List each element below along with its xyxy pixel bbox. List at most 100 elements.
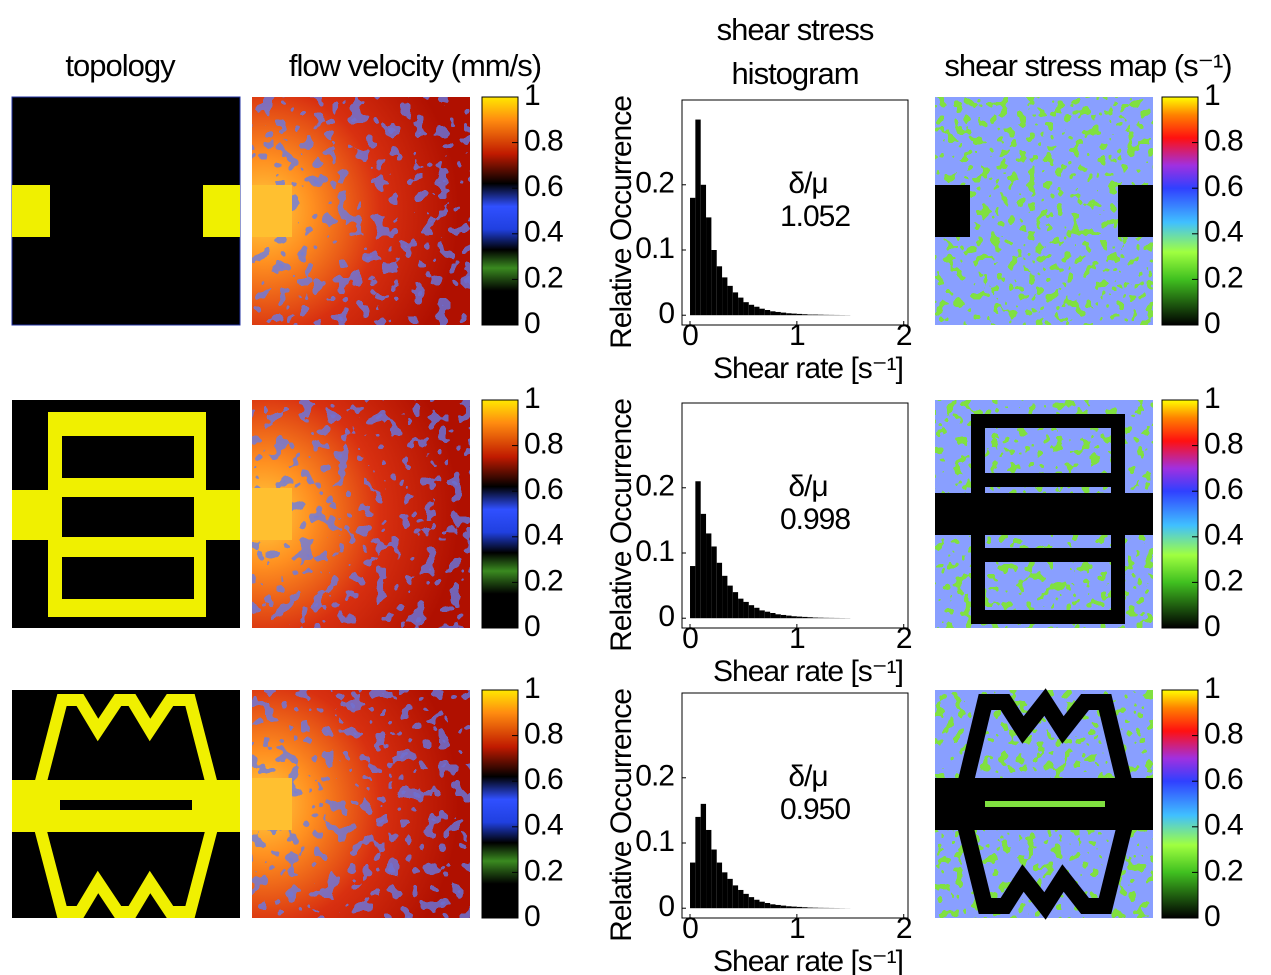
bar [765,612,770,619]
y-tick-label: 0 [658,297,674,330]
bar [818,618,823,619]
bar [695,817,700,908]
x-tick-label: 2 [896,622,912,655]
x-axis-label: Shear rate [s⁻¹] [713,655,903,688]
colorbar-tick-label: 0 [524,610,540,643]
bar [781,906,786,909]
colorbar-tick-label: 0.6 [524,763,563,796]
annotation-value: 0.950 [780,793,850,826]
bar [717,563,722,618]
topology-c [12,690,240,918]
colorbar-tick-label: 0.6 [1204,473,1243,506]
bar [792,907,797,909]
bar [722,576,727,618]
annotation-value: 1.052 [780,200,850,233]
bar [706,217,711,315]
bar [738,890,743,908]
bar [701,804,706,908]
bar [711,250,716,315]
colorbar-tick-label: 0.2 [524,564,563,597]
colorbar-tick-label: 0.8 [524,428,563,461]
colorbar-tick-label: 0 [1204,610,1220,643]
colorbar-tick-label: 1 [1204,382,1220,415]
bar [792,616,797,618]
colorbar-tick-label: 0.6 [524,170,563,203]
x-tick-label: 0 [682,319,698,352]
bar [722,872,727,908]
bar [727,286,732,315]
colorbar-tick-label: 0.6 [524,473,563,506]
annotation: δ/μ [788,167,827,200]
y-tick-label: 0.1 [635,825,674,858]
x-tick-label: 2 [896,912,912,945]
y-tick-label: 0 [658,600,674,633]
bar [797,907,802,908]
y-axis-label: Relative Occurrence [605,399,638,652]
annotation: δ/μ [788,760,827,793]
bar [786,616,791,619]
bar [770,904,775,908]
colorbar-tick-label: 0.8 [1204,718,1243,751]
bar [797,314,802,315]
colorbar-tick-label: 0.2 [1204,854,1243,887]
y-axis-label: Relative Occurrence [605,689,638,942]
bar [818,315,823,316]
bar [813,618,818,619]
x-tick-label: 1 [789,912,805,945]
bar [695,481,700,618]
colorbar-tick-label: 0.2 [524,261,563,294]
y-tick-label: 0.2 [635,167,674,200]
colorbar-tick-label: 1 [524,79,540,112]
bar [727,586,732,619]
x-tick-label: 0 [682,622,698,655]
colorbar-tick-label: 0.4 [1204,216,1243,249]
colorbar-tick-label: 0.2 [524,854,563,887]
bar [733,292,738,315]
bar [775,614,780,618]
colorbar-tick-label: 0.6 [1204,170,1243,203]
bar [786,313,791,315]
bar [802,617,807,618]
y-tick-label: 0.1 [635,535,674,568]
map-block [935,185,970,237]
bar [781,313,786,316]
bar [786,906,791,908]
bar [706,533,711,618]
bar [743,602,748,618]
map-block [1118,185,1153,237]
velocity-inlet [252,778,292,830]
bar [797,617,802,619]
colorbar [1162,400,1198,628]
bar [711,546,716,618]
bar [727,879,732,908]
x-tick-label: 2 [896,319,912,352]
bar [749,605,754,618]
bar [792,314,797,316]
colorbar-tick-label: 0.4 [1204,519,1243,552]
bar [802,314,807,315]
colorbar [482,97,518,325]
topology-b [12,400,240,628]
bar [759,309,764,316]
colorbar-tick-label: 0 [1204,307,1220,340]
colorbar-tick-label: 0 [524,307,540,340]
colorbar-tick-label: 0.8 [524,125,563,158]
colorbar-tick-label: 0.4 [524,216,563,249]
bar [717,863,722,909]
bar [770,613,775,618]
bar [754,608,759,618]
panel-label: A [24,106,45,139]
bar [733,592,738,618]
bar [808,315,813,316]
colorbar-tick-label: 0.4 [1204,809,1243,842]
bar [754,900,759,908]
bar [733,885,738,908]
y-tick-label: 0.2 [635,760,674,793]
colorbar-tick-label: 1 [524,382,540,415]
bar [765,903,770,908]
colorbar-tick-label: 0.2 [1204,564,1243,597]
bar [802,907,807,908]
bar [781,615,786,618]
bar [695,120,700,316]
bar [770,311,775,315]
